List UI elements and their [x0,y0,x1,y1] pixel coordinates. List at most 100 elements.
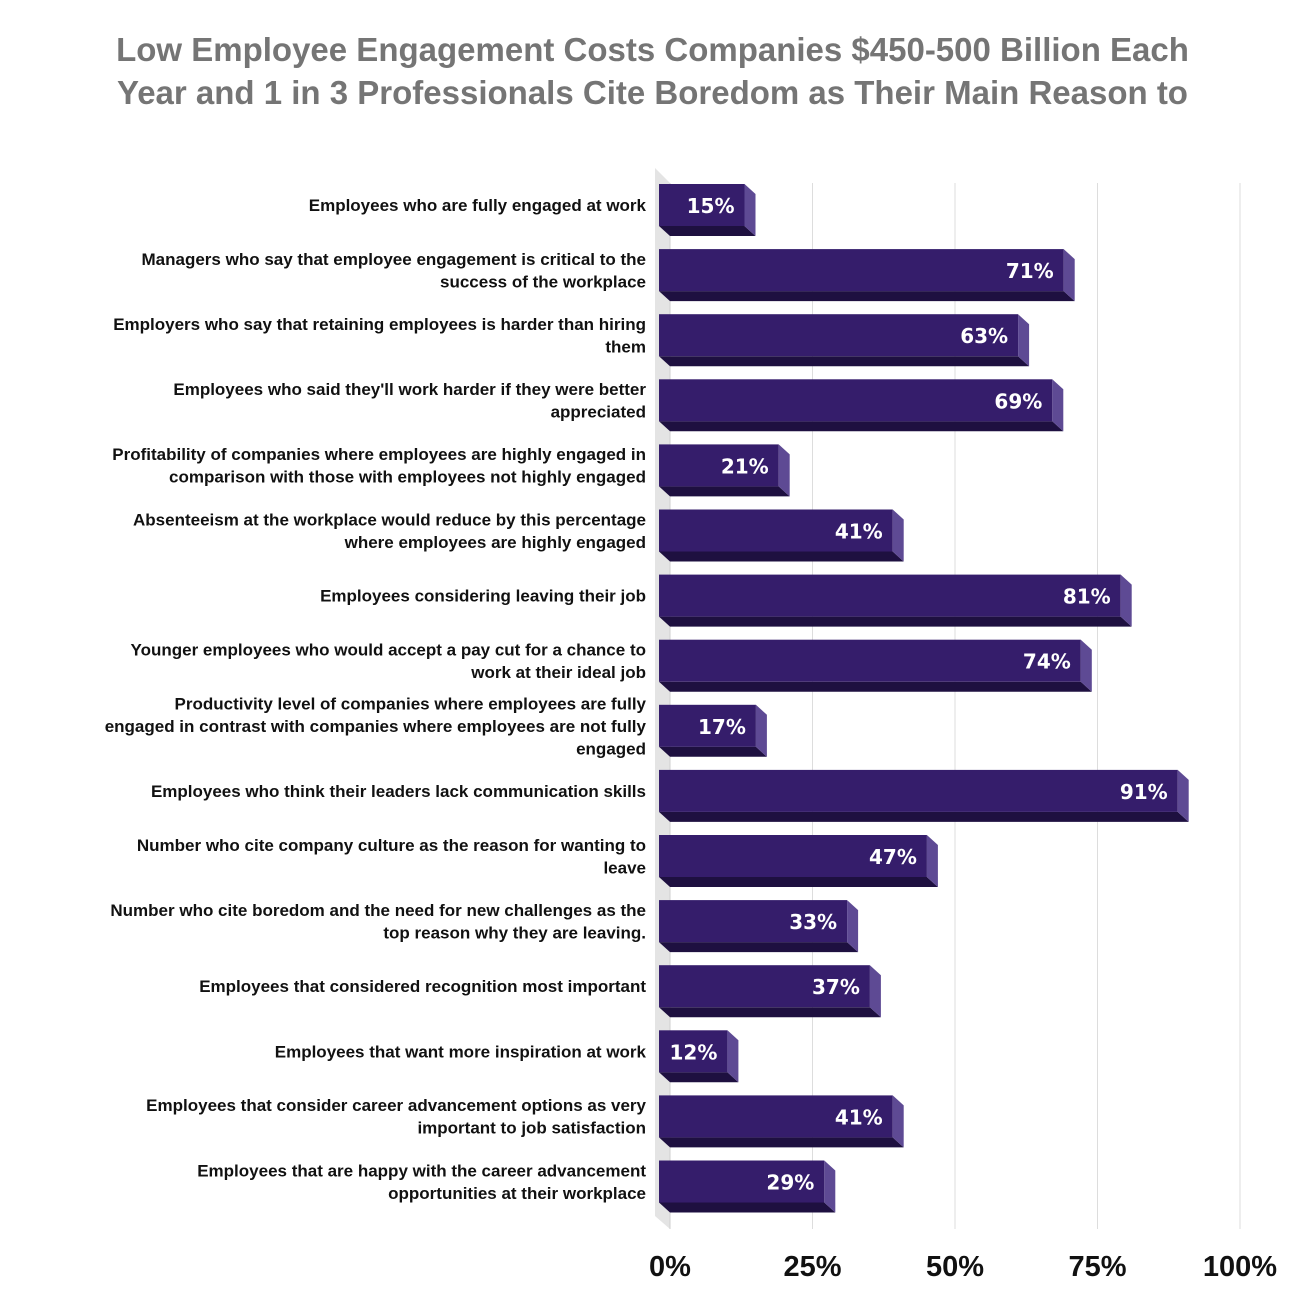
category-label-line: Profitability of companies where employe… [112,445,646,464]
bar-side-face [1120,574,1132,627]
x-tick-label: 100% [1203,1251,1277,1283]
bar-bottom-face [659,942,859,953]
bar [659,574,1121,617]
bar-side-face [892,1095,904,1148]
category-label: Employees who are fully engaged at work [309,196,647,215]
bar-side-face [744,184,756,236]
bar-group: 47% [659,835,938,887]
bar-bottom-face [659,226,756,236]
category-label-line: top reason why they are leaving. [383,923,646,942]
bar-value-label: 15% [687,194,735,218]
category-label: Employees that consider career advanceme… [146,1096,646,1138]
category-label-line: Employees who are fully engaged at work [309,196,647,215]
category-label-line: appreciated [551,403,646,422]
category-label-line: Employees that want more inspiration at … [275,1042,647,1061]
bar-group: 33% [659,900,859,953]
category-label-line: Managers who say that employee engagemen… [142,250,646,269]
x-tick-label: 75% [1068,1251,1126,1283]
category-label-line: Employees who think their leaders lack c… [151,782,646,801]
bar-value-label: 21% [721,454,769,478]
category-label: Employees that want more inspiration at … [275,1042,647,1061]
bar-value-label: 69% [994,389,1042,413]
bar-value-label: 63% [960,324,1008,348]
bar-bottom-face [659,551,904,562]
bar-side-face [926,835,938,887]
bar-value-label: 12% [670,1040,718,1064]
category-label-line: where employees are highly engaged [344,533,646,552]
bar-side-face [892,509,904,562]
bar-group: 81% [659,574,1132,627]
bar-bottom-face [659,486,790,497]
bar-bottom-face [659,291,1075,302]
category-label-line: Employees that are happy with the career… [197,1161,646,1180]
category-label-line: Employees that consider career advanceme… [146,1096,646,1115]
bar-value-label: 47% [869,845,917,869]
bar-value-label: 74% [1023,650,1071,674]
bar [659,379,1053,422]
category-label-line: Employees considering leaving their job [320,587,646,606]
bar-group: 15% [659,184,756,236]
bar-side-face [869,965,881,1018]
bar-value-label: 37% [812,975,860,999]
bar-value-label: 41% [835,520,883,544]
category-label-line: Number who cite boredom and the need for… [110,901,646,920]
chart-title: Low Employee Engagement Costs Companies … [116,31,1189,111]
category-label-line: Absenteeism at the workplace would reduc… [133,510,646,529]
category-label-line: leave [603,858,646,877]
bar-side-face [1177,769,1189,822]
bar-group: 17% [659,704,767,757]
bar-bottom-face [659,1007,881,1018]
category-label: Employees who think their leaders lack c… [151,782,646,801]
category-label: Productivity level of companies where em… [105,694,647,758]
bar [659,965,870,1008]
category-label-line: Productivity level of companies where em… [175,694,647,713]
bar-side-face [755,704,767,757]
bar-bottom-face [659,421,1064,432]
bar-value-label: 29% [766,1171,814,1195]
category-label: Absenteeism at the workplace would reduc… [133,510,646,552]
bar-side-face [727,1030,739,1083]
bar-value-label: 81% [1063,585,1111,609]
bar-group: 91% [659,769,1189,822]
category-label: Younger employees who would accept a pay… [131,640,646,682]
category-label-line: comparison with those with employees not… [169,468,646,487]
x-tick-label: 0% [649,1251,691,1283]
category-label: Employees considering leaving their job [320,587,646,606]
bar [659,314,1019,357]
bar-value-label: 71% [1006,259,1054,283]
bar-bottom-face [659,1137,904,1148]
bar-side-face [778,444,790,497]
bars: 15% 71% 63% 69% 21% 41% 81% 74% 17% 91% 47% 33% 37% 1… [659,184,1189,1213]
category-label: Profitability of companies where employe… [112,445,646,487]
bar-side-face [824,1160,836,1213]
bar-side-face [1063,249,1075,302]
category-label-line: Younger employees who would accept a pay… [131,640,646,659]
bar [659,1160,825,1203]
category-label-line: work at their ideal job [470,663,646,682]
category-label-line: engaged [576,739,646,758]
category-label: Managers who say that employee engagemen… [142,250,646,292]
category-label-line: Employees who said they'll work harder i… [173,380,646,399]
bar [659,1095,893,1138]
category-label: Number who cite company culture as the r… [137,836,646,878]
bar-group: 69% [659,379,1064,432]
category-label: Number who cite boredom and the need for… [110,901,646,943]
bar-group: 74% [659,639,1092,692]
bar-value-label: 17% [698,715,746,739]
bar-side-face [1052,379,1064,432]
bar-side-face [847,900,859,953]
bar-group: 41% [659,1095,904,1148]
bar-side-face [1018,314,1030,367]
category-label-line: important to job satisfaction [417,1119,646,1138]
bar-group: 29% [659,1160,836,1213]
category-label-line: opportunities at their workplace [388,1184,646,1203]
bar-bottom-face [659,616,1132,627]
bar [659,184,745,226]
category-labels: Employees who are fully engaged at work M… [105,196,647,1203]
bar [659,900,848,943]
category-label-line: success of the workplace [440,272,646,291]
category-label-line: engaged in contrast with companies where… [105,717,647,736]
bar [659,1030,728,1073]
x-axis-ticks: 0% 25% 50% 75% 100% [649,1251,1277,1283]
bar-bottom-face [659,746,767,757]
